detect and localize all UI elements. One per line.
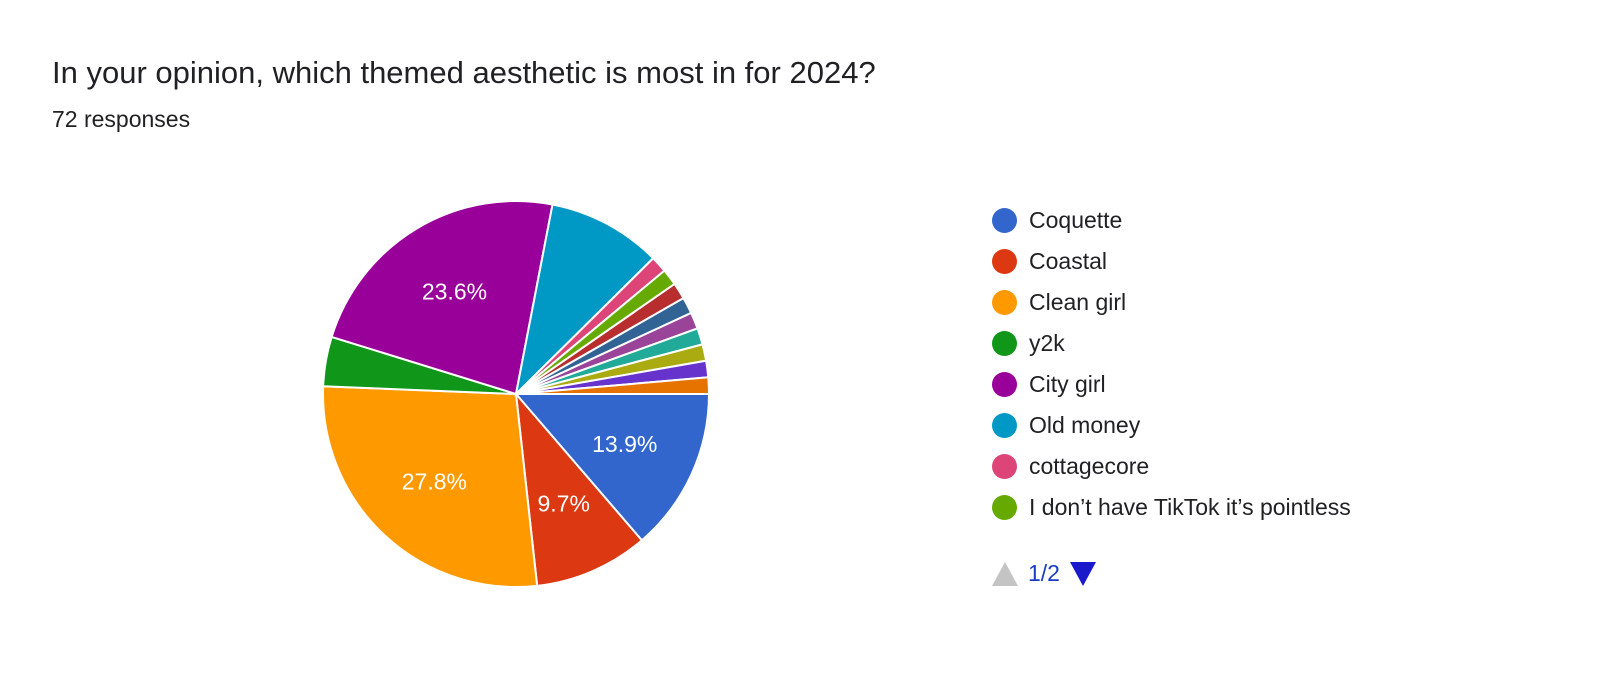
legend-swatch-icon — [992, 372, 1017, 397]
legend-item[interactable]: I don’t have TikTok it’s pointless — [992, 487, 1351, 528]
legend-label: I don’t have TikTok it’s pointless — [1029, 494, 1351, 520]
legend-item[interactable]: Coastal — [992, 241, 1351, 282]
legend-item[interactable]: cottagecore — [992, 446, 1351, 487]
legend-label: Clean girl — [1029, 289, 1127, 315]
slice-label-0: 13.9% — [592, 431, 657, 457]
pie-chart: 13.9% 9.7% 27.8% 23.6% — [322, 200, 711, 588]
legend-label: Old money — [1029, 412, 1141, 438]
pie-slice-1[interactable] — [514, 390, 644, 587]
slice-label-2: 27.8% — [402, 469, 467, 495]
legend-item[interactable]: City girl — [992, 364, 1351, 405]
response-count: 72 responses — [52, 106, 191, 132]
pie-slice-5[interactable] — [514, 203, 655, 397]
legend-swatch-icon — [992, 290, 1017, 315]
legend-label: City girl — [1029, 371, 1106, 397]
slice-label-1: 9.7% — [537, 491, 589, 517]
chart-legend: Coquette Coastal Clean girl y2k City girl Old… — [992, 200, 1351, 528]
legend-pager: 1/2 — [992, 560, 1096, 587]
slice-label-4: 23.6% — [422, 278, 487, 304]
pie-slice-0[interactable] — [513, 393, 711, 542]
triangle-down-icon[interactable] — [1069, 561, 1096, 586]
legend-swatch-icon — [992, 413, 1017, 438]
legend-label: Coquette — [1029, 207, 1123, 233]
legend-item[interactable]: y2k — [992, 323, 1351, 364]
legend-item[interactable]: Old money — [992, 405, 1351, 446]
pie-slice-14[interactable] — [515, 376, 711, 395]
pie-slice-4[interactable] — [330, 200, 554, 396]
legend-label: cottagecore — [1029, 453, 1150, 479]
legend-item[interactable]: Clean girl — [992, 282, 1351, 323]
legend-swatch-icon — [992, 249, 1017, 274]
triangle-up-icon[interactable] — [992, 561, 1018, 586]
legend-label: Coastal — [1029, 248, 1107, 274]
legend-swatch-icon — [992, 454, 1017, 479]
legend-label: y2k — [1029, 330, 1065, 356]
page-indicator: 1/2 — [1028, 560, 1060, 586]
legend-swatch-icon — [992, 495, 1017, 520]
legend-item[interactable]: Coquette — [992, 200, 1351, 241]
pie-slice-2[interactable] — [322, 385, 539, 588]
legend-swatch-icon — [992, 331, 1017, 356]
legend-swatch-icon — [992, 208, 1017, 233]
question-title: In your opinion, which themed aesthetic … — [52, 55, 876, 90]
